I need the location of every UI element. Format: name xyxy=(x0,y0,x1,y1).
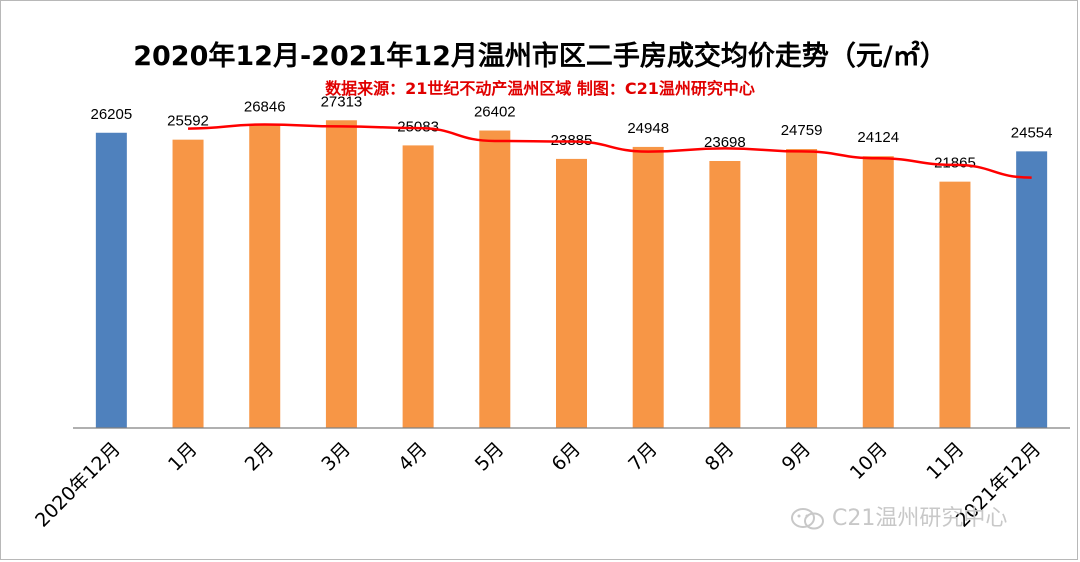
bar-4 xyxy=(402,145,434,428)
bar-0 xyxy=(95,132,127,428)
x-tick-label-8: 8月 xyxy=(701,438,739,476)
x-tick-label-11: 11月 xyxy=(922,438,968,484)
x-tick-label-10: 10月 xyxy=(846,438,892,484)
x-tick-label-0: 2020年12月 xyxy=(31,438,125,532)
x-tick-label-4: 4月 xyxy=(394,438,432,476)
x-tick-label-9: 9月 xyxy=(778,438,816,476)
bar-6 xyxy=(556,158,587,428)
chart-subtitle: 数据来源：21世纪不动产温州区域 制图：C21温州研究中心 xyxy=(325,79,755,98)
bar-8 xyxy=(709,161,741,428)
data-label-10: 24124 xyxy=(857,129,899,146)
data-label-5: 26402 xyxy=(474,104,516,121)
bar-2 xyxy=(249,125,281,428)
bar-1 xyxy=(172,139,204,429)
data-label-3: 27313 xyxy=(321,93,363,110)
x-tick-label-7: 7月 xyxy=(624,438,662,476)
bar-11 xyxy=(939,181,971,428)
data-label-0: 26205 xyxy=(90,106,132,123)
x-tick-label-3: 3月 xyxy=(317,438,355,476)
watermark: C21温州研究中心 xyxy=(790,500,1007,532)
trend-line xyxy=(188,123,1032,179)
x-tick-label-1: 1月 xyxy=(164,438,202,476)
data-label-2: 26846 xyxy=(244,99,286,116)
watermark-text: C21温州研究中心 xyxy=(832,506,1008,531)
bar-12 xyxy=(1016,151,1048,428)
wechat-icon xyxy=(790,507,826,531)
bar-7 xyxy=(632,146,664,429)
chart-title: 2020年12月-2021年12月温州市区二手房成交均价走势（元/㎡） xyxy=(133,41,947,72)
bar-3 xyxy=(325,120,357,429)
data-label-11: 21865 xyxy=(934,155,976,172)
bar-10 xyxy=(862,156,894,428)
x-tick-label-6: 6月 xyxy=(547,438,585,476)
bar-9 xyxy=(786,149,818,429)
x-tick-label-5: 5月 xyxy=(471,438,509,476)
bar-5 xyxy=(479,130,511,428)
x-tick-label-2: 2月 xyxy=(241,438,279,476)
data-label-8: 23698 xyxy=(704,134,746,151)
data-label-12: 24554 xyxy=(1011,124,1053,141)
data-label-7: 24948 xyxy=(627,120,669,137)
data-label-1: 25592 xyxy=(167,113,209,130)
data-label-9: 24759 xyxy=(781,122,823,139)
